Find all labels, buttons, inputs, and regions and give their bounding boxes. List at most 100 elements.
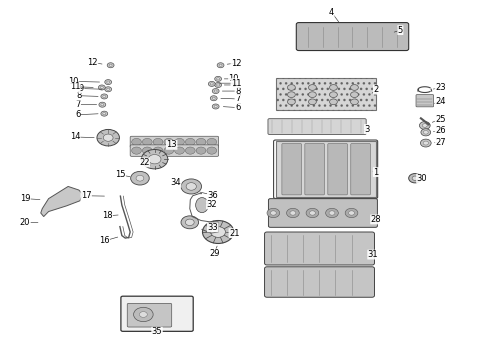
- Text: 5: 5: [398, 26, 403, 35]
- Text: 17: 17: [81, 191, 92, 200]
- Circle shape: [98, 85, 105, 90]
- Circle shape: [419, 122, 430, 130]
- FancyBboxPatch shape: [296, 23, 409, 50]
- Circle shape: [290, 211, 296, 215]
- Text: 22: 22: [139, 158, 149, 167]
- Text: 1: 1: [373, 168, 379, 177]
- FancyBboxPatch shape: [351, 144, 370, 195]
- Text: 14: 14: [70, 132, 80, 141]
- Text: 8: 8: [76, 91, 81, 100]
- Circle shape: [174, 138, 184, 145]
- Circle shape: [329, 211, 335, 215]
- Circle shape: [153, 138, 163, 145]
- Circle shape: [196, 138, 206, 145]
- Circle shape: [100, 86, 103, 89]
- Text: 6: 6: [235, 103, 241, 112]
- Circle shape: [131, 171, 149, 185]
- Text: 19: 19: [20, 194, 30, 203]
- Circle shape: [174, 147, 184, 154]
- Circle shape: [306, 208, 319, 218]
- Text: 2: 2: [373, 85, 379, 94]
- Circle shape: [309, 99, 317, 105]
- Text: 9: 9: [231, 81, 236, 90]
- Text: 13: 13: [167, 140, 177, 149]
- Circle shape: [186, 183, 196, 190]
- Circle shape: [330, 99, 337, 105]
- Text: 11: 11: [70, 82, 80, 91]
- Text: 8: 8: [235, 86, 241, 95]
- Circle shape: [132, 138, 142, 145]
- Circle shape: [103, 95, 106, 98]
- Circle shape: [132, 147, 142, 154]
- Text: 7: 7: [235, 94, 241, 103]
- FancyBboxPatch shape: [130, 136, 219, 148]
- FancyBboxPatch shape: [127, 303, 172, 327]
- Circle shape: [148, 154, 161, 164]
- Circle shape: [107, 81, 110, 83]
- Circle shape: [288, 92, 295, 98]
- Circle shape: [420, 139, 431, 147]
- Circle shape: [101, 94, 108, 99]
- Circle shape: [214, 90, 217, 92]
- Circle shape: [217, 78, 220, 80]
- Circle shape: [105, 80, 112, 85]
- Text: 33: 33: [207, 223, 218, 232]
- Circle shape: [330, 92, 337, 98]
- Text: 15: 15: [115, 171, 125, 180]
- Text: 28: 28: [370, 215, 381, 224]
- Text: 23: 23: [435, 83, 446, 92]
- Circle shape: [348, 211, 354, 215]
- Circle shape: [185, 138, 195, 145]
- Circle shape: [134, 307, 153, 321]
- Text: 31: 31: [368, 250, 378, 259]
- FancyBboxPatch shape: [416, 95, 434, 107]
- Circle shape: [181, 179, 201, 194]
- Circle shape: [217, 84, 220, 86]
- Circle shape: [409, 174, 421, 183]
- FancyBboxPatch shape: [265, 267, 374, 297]
- Circle shape: [215, 82, 221, 87]
- Circle shape: [207, 138, 217, 145]
- Text: 25: 25: [435, 114, 446, 123]
- Text: 30: 30: [416, 174, 427, 183]
- Circle shape: [422, 124, 427, 127]
- Circle shape: [97, 130, 120, 146]
- Circle shape: [330, 85, 337, 90]
- Circle shape: [101, 111, 108, 116]
- Bar: [275, 141, 376, 197]
- Circle shape: [103, 113, 106, 115]
- Text: 11: 11: [231, 79, 242, 88]
- Text: 34: 34: [171, 178, 181, 187]
- Circle shape: [219, 64, 222, 66]
- Circle shape: [142, 149, 168, 169]
- Text: 10: 10: [68, 77, 78, 86]
- Text: 36: 36: [207, 190, 218, 199]
- Text: 18: 18: [102, 211, 113, 220]
- Circle shape: [350, 99, 358, 105]
- Circle shape: [326, 208, 338, 218]
- Circle shape: [207, 147, 217, 154]
- Text: 32: 32: [206, 200, 217, 209]
- Circle shape: [202, 221, 234, 243]
- Circle shape: [109, 64, 112, 66]
- Circle shape: [270, 211, 276, 215]
- Bar: [275, 78, 376, 110]
- Circle shape: [140, 312, 147, 318]
- FancyBboxPatch shape: [305, 144, 324, 195]
- Circle shape: [345, 208, 358, 218]
- Text: 29: 29: [209, 249, 220, 258]
- Text: 7: 7: [75, 100, 80, 109]
- Circle shape: [212, 89, 219, 94]
- Circle shape: [143, 147, 152, 154]
- Circle shape: [350, 92, 358, 98]
- Text: 10: 10: [228, 75, 239, 84]
- Circle shape: [107, 88, 110, 90]
- Circle shape: [107, 63, 114, 68]
- Circle shape: [288, 99, 295, 105]
- Polygon shape: [41, 186, 83, 217]
- Circle shape: [309, 85, 317, 90]
- FancyBboxPatch shape: [265, 232, 374, 265]
- Circle shape: [101, 104, 104, 106]
- Circle shape: [103, 134, 113, 141]
- Circle shape: [99, 102, 106, 107]
